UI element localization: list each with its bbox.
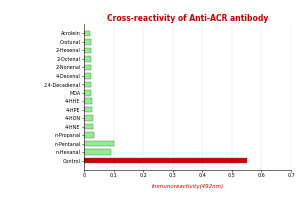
Bar xyxy=(84,115,93,121)
X-axis label: Immunoreactivity(492nm): Immunoreactivity(492nm) xyxy=(152,184,224,189)
Bar xyxy=(84,141,114,146)
Title: Cross-reactivity of Anti-ACR antibody: Cross-reactivity of Anti-ACR antibody xyxy=(107,14,268,23)
Bar xyxy=(84,124,93,129)
Bar xyxy=(84,132,94,138)
Bar xyxy=(84,90,92,96)
Bar xyxy=(84,56,91,62)
Bar xyxy=(84,107,92,112)
Bar xyxy=(84,149,111,155)
Bar xyxy=(84,98,92,104)
Bar xyxy=(84,48,91,53)
Bar xyxy=(84,31,90,36)
Bar xyxy=(84,158,247,163)
Bar xyxy=(84,82,92,87)
Bar xyxy=(84,73,92,79)
Bar xyxy=(84,65,92,70)
Bar xyxy=(84,39,91,45)
